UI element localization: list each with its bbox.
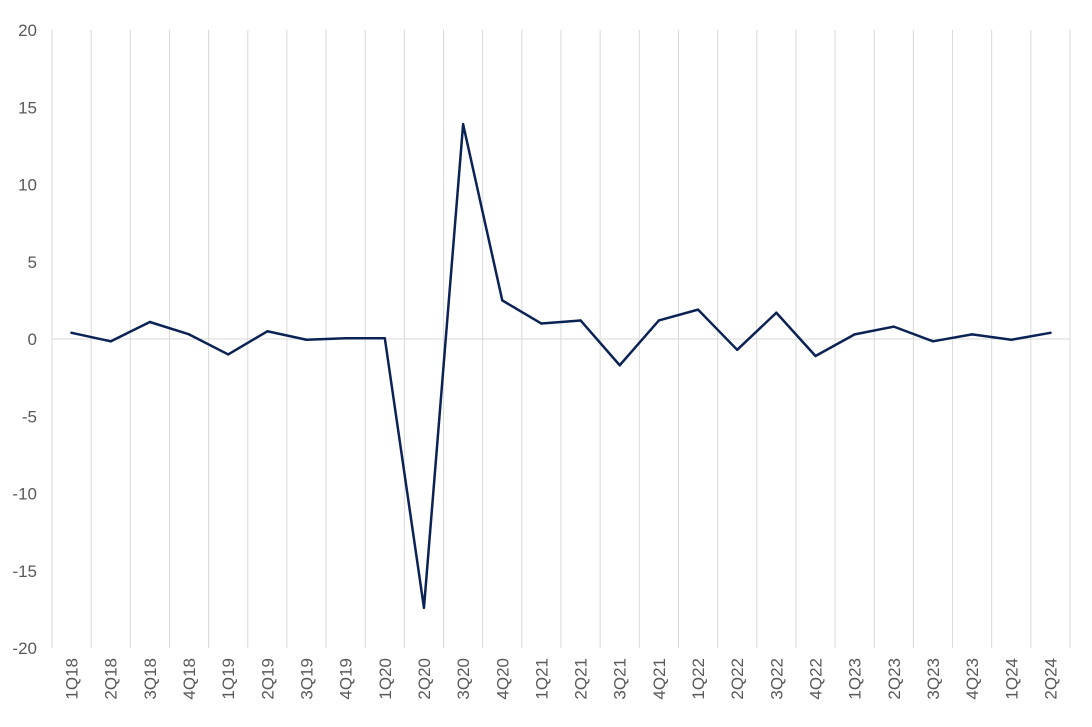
y-tick-label: -15 — [12, 562, 37, 581]
x-tick-label: 2Q21 — [572, 658, 591, 700]
y-tick-label: -10 — [12, 485, 37, 504]
data-point — [775, 311, 778, 314]
x-tick-label: 2Q19 — [258, 658, 277, 700]
x-tick-label: 4Q22 — [807, 658, 826, 700]
data-point — [187, 333, 191, 336]
x-tick-label: 1Q18 — [63, 658, 82, 700]
x-tick-label: 3Q20 — [454, 658, 473, 700]
data-point — [344, 337, 347, 340]
data-point — [696, 308, 700, 311]
data-point — [109, 340, 112, 343]
x-tick-label: 2Q23 — [885, 658, 904, 700]
x-tick-label: 3Q21 — [611, 658, 630, 700]
x-tick-label: 2Q20 — [415, 658, 434, 700]
y-tick-label: 5 — [28, 253, 37, 272]
series-line — [70, 123, 1052, 610]
y-tick-label: 15 — [18, 98, 37, 117]
data-point — [540, 322, 543, 325]
data-point — [501, 299, 504, 302]
data-point — [853, 333, 856, 336]
x-tick-label: 2Q18 — [102, 658, 121, 700]
data-point — [579, 319, 582, 322]
x-tick-label: 1Q20 — [376, 658, 395, 700]
data-point — [735, 348, 739, 352]
x-tick-label: 1Q23 — [846, 658, 865, 700]
y-tick-label: 0 — [28, 330, 37, 349]
data-point — [422, 606, 426, 610]
x-tick-label: 1Q22 — [689, 658, 708, 700]
data-point — [657, 319, 661, 322]
x-axis: 1Q18 2Q18 3Q18 4Q18 1Q19 2Q19 3Q19 4Q19 1Q20 2Q20… — [63, 658, 1061, 700]
x-tick-label: 4Q23 — [963, 658, 982, 700]
data-point — [931, 340, 935, 343]
series-layer — [70, 123, 1052, 610]
data-point — [148, 320, 152, 324]
x-tick-label: 4Q19 — [337, 658, 356, 700]
data-point — [814, 354, 817, 358]
x-tick-label: 1Q21 — [532, 658, 551, 700]
data-point — [1010, 338, 1013, 341]
y-axis: -20 -15 -10 -5 0 5 10 15 20 — [12, 21, 37, 658]
x-tick-label: 4Q18 — [180, 658, 199, 700]
data-point — [461, 123, 465, 126]
data-point — [70, 331, 73, 335]
x-tick-label: 3Q18 — [141, 658, 160, 700]
x-tick-label: 4Q20 — [493, 658, 512, 700]
data-point — [1049, 331, 1052, 335]
x-tick-label: 1Q19 — [219, 658, 238, 700]
y-tick-label: -5 — [22, 407, 37, 426]
x-tick-label: 1Q24 — [1002, 658, 1021, 700]
data-point — [892, 325, 896, 328]
x-tick-label: 4Q21 — [650, 658, 669, 700]
data-point — [618, 364, 621, 367]
x-tick-label: 3Q23 — [924, 658, 943, 700]
data-point — [970, 333, 974, 336]
data-point — [305, 338, 308, 341]
x-tick-label: 3Q19 — [298, 658, 317, 700]
x-tick-label: 2Q22 — [728, 658, 747, 700]
x-tick-label: 3Q22 — [767, 658, 786, 700]
y-tick-label: -20 — [12, 639, 37, 658]
data-point — [266, 330, 269, 333]
y-tick-label: 20 — [18, 21, 37, 40]
data-point — [383, 337, 387, 340]
x-tick-label: 2Q24 — [1041, 658, 1060, 700]
data-point — [226, 353, 230, 356]
y-tick-label: 10 — [18, 176, 37, 195]
